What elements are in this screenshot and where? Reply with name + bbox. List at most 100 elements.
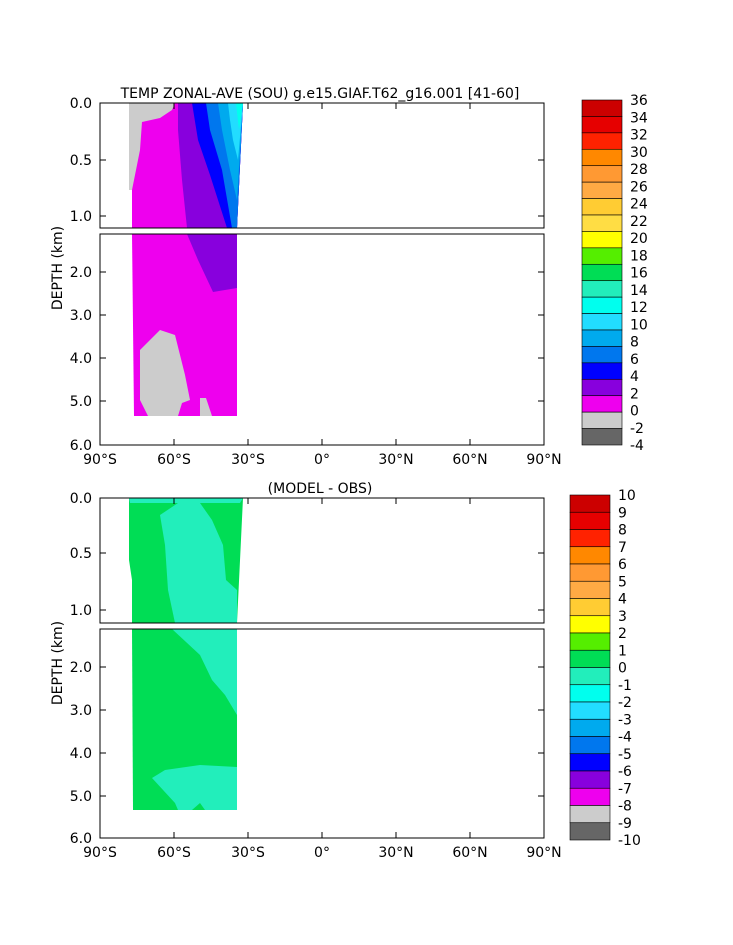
colorbar-swatch [581,99,623,117]
colorbar-label: 4 [618,592,627,608]
colorbar-swatch [581,198,623,216]
colorbar-swatch [569,753,611,772]
colorbar-label: -4 [630,438,644,454]
y-tick-label: 6.0 [70,831,92,847]
y-tick-label: 0.0 [70,96,92,112]
colorbar-swatch [581,313,623,331]
colorbar-label: -10 [618,833,641,849]
x-tick-label: 60°S [157,452,191,468]
x-tick-label: 30°S [231,452,265,468]
y-tick-label: 5.0 [70,789,92,805]
colorbar-label: 36 [630,93,648,109]
x-tick-label: 0° [314,452,330,468]
y-axis-label-top: DEPTH (km) [50,226,66,310]
colorbar-swatch [581,231,623,249]
colorbar-swatch [581,214,623,232]
colorbar-label: 12 [630,300,648,316]
colorbar-swatch [569,494,611,513]
contour-fill-top-lower [132,234,237,416]
colorbar-swatch [581,181,623,199]
colorbar-swatch [581,148,623,167]
colorbar-swatch [581,395,623,413]
x-tick-label: 30°N [378,452,413,468]
colorbar-label: -5 [618,747,632,763]
colorbar-swatch [581,411,623,429]
colorbar-swatch [581,116,623,134]
y-tick-label: 3.0 [70,703,92,719]
colorbar-label: 9 [618,505,627,521]
colorbar-label: 3 [618,609,627,625]
colorbar-label: 18 [630,248,648,264]
colorbar-label: 5 [618,574,627,590]
y-tick-label: 0.5 [70,153,92,169]
y-axis-label-bottom: DEPTH (km) [50,621,66,705]
colorbar-swatch [581,296,623,314]
x-tick-label: 90°S [83,452,117,468]
colorbar-label: 20 [630,231,648,247]
colorbar-label: -6 [618,764,632,780]
x-tick-label: 60°N [452,845,487,861]
colorbar-label: 32 [630,128,648,144]
colorbar-swatch [581,165,623,183]
y-tick-label: 4.0 [70,746,92,762]
colorbar-swatch [569,563,611,582]
y-tick-label: 4.0 [70,351,92,367]
colorbar-swatch [569,805,611,824]
colorbar-swatch [581,378,623,397]
y-tick-label: 0.5 [70,546,92,562]
contour-fill-bottom-upper [129,498,243,623]
colorbar-swatch [569,580,611,599]
axis-ticks-top: 90°S 60°S 30°S 0° 30°N 60°N 90°N 0.0 0.5 1.0 2.0 3.… [70,96,562,468]
colorbar-label: -3 [618,712,632,728]
colorbar-label: 1 [618,643,627,659]
y-tick-label: 1.0 [70,603,92,619]
colorbar-label: 6 [630,352,639,368]
contour-fill-bottom-lower [132,629,237,810]
colorbar-label: 22 [630,214,648,230]
colorbar-swatch [569,546,611,565]
colorbar-swatch [569,822,611,841]
y-tick-label: 2.0 [70,660,92,676]
y-tick-label: 3.0 [70,308,92,324]
colorbar-label: 0 [630,404,639,420]
colorbar-swatch [569,736,611,755]
colorbar-label: 4 [630,369,639,385]
y-tick-label: 1.0 [70,209,92,225]
x-tick-label: 60°S [157,845,191,861]
colorbar-label: -7 [618,781,632,797]
colorbar-label: -2 [630,421,644,437]
colorbar-label: 7 [618,540,627,556]
colorbar-swatch [569,632,611,651]
colorbar-swatch [569,718,611,737]
colorbar-swatch [569,787,611,806]
colorbar-swatch [569,598,611,617]
colorbar-label: -8 [618,799,632,815]
colorbar-swatch [581,346,623,364]
y-tick-label: 2.0 [70,265,92,281]
colorbar-swatch [581,247,623,265]
colorbar-swatch [569,511,611,530]
colorbar-label: -9 [618,816,632,832]
colorbar-label: 6 [618,557,627,573]
colorbar-label: 10 [618,488,636,504]
colorbar-label: 2 [630,386,639,402]
colorbar-swatch [581,280,623,298]
chart-title-top: TEMP ZONAL-AVE (SOU) g.e15.GIAF.T62_g16.… [120,86,520,102]
colorbar-label: 10 [630,317,648,333]
colorbar-label: 34 [630,110,648,126]
y-tick-label: 6.0 [70,438,92,454]
x-tick-label: 30°S [231,845,265,861]
colorbar-swatch [581,428,623,446]
colorbar-swatch [581,263,623,282]
colorbar-label: 24 [630,197,648,213]
colorbar-swatch [569,529,611,548]
colorbar-label: 16 [630,266,648,282]
colorbar-label: 28 [630,162,648,178]
axis-ticks-bottom: 90°S 60°S 30°S 0° 30°N 60°N 90°N 0.0 0.5 1.0 2.0 3.… [70,491,562,861]
colorbar-label: -2 [618,695,632,711]
colorbar-label: 14 [630,283,648,299]
colorbar-swatch [569,649,611,668]
